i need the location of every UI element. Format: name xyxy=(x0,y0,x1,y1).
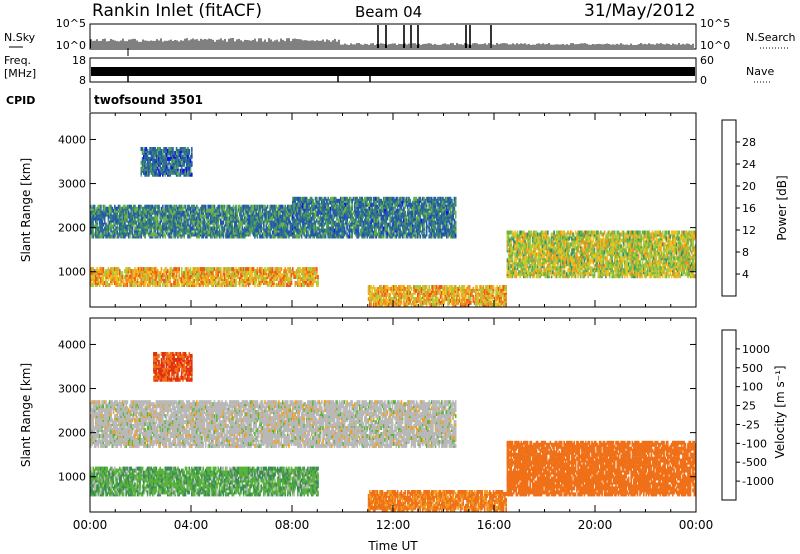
echo-cell xyxy=(178,267,180,271)
nsearch-label: N.Search xyxy=(746,31,796,44)
echo-cell xyxy=(93,221,95,225)
echo-cell xyxy=(283,283,285,287)
date-label: 31/May/2012 xyxy=(584,1,696,21)
echo-cell xyxy=(235,279,237,283)
freq-label: Freq. xyxy=(4,54,31,67)
echo-cell xyxy=(132,227,134,231)
nsky-tick-top: 10^5 xyxy=(56,17,86,30)
nsearch-tick-top: 10^5 xyxy=(700,17,730,30)
freq-tick-bottom: 8 xyxy=(79,74,86,87)
power-echoes xyxy=(90,147,696,307)
echo-cell xyxy=(104,219,106,223)
echo-cell xyxy=(162,205,164,209)
echo-cell xyxy=(167,283,169,287)
echo-cell xyxy=(291,281,293,285)
rti-figure: Rankin Inlet (fitACF) Beam 04 31/May/201… xyxy=(0,0,800,554)
echo-cell xyxy=(177,279,179,283)
echo-cell xyxy=(144,235,146,239)
nsky-label: N.Sky xyxy=(4,31,36,44)
echo-cell xyxy=(122,271,124,275)
station-title: Rankin Inlet (fitACF) xyxy=(92,1,262,21)
nave-trace xyxy=(91,67,695,76)
echo-cell xyxy=(291,277,293,281)
beam-label: Beam 04 xyxy=(355,3,422,21)
echo-cell xyxy=(157,217,159,221)
freq-unit-label: [MHz] xyxy=(4,67,36,80)
nsearch-tick-bottom: 10^0 xyxy=(700,39,730,52)
nave-tick-bottom: 0 xyxy=(700,74,707,87)
echo-cell xyxy=(287,273,289,277)
echo-cell xyxy=(190,267,192,271)
echo-cell xyxy=(185,205,187,209)
echo-cell xyxy=(281,267,283,271)
echo-cell xyxy=(100,205,102,209)
echo-cell xyxy=(93,229,95,233)
echo-cell xyxy=(94,205,96,209)
freq-trace xyxy=(128,48,370,82)
nave-tick-top: 60 xyxy=(700,54,714,67)
echo-cell xyxy=(220,267,222,271)
echo-cell xyxy=(292,267,294,271)
echo-cell xyxy=(161,267,163,271)
cpid-label: CPID xyxy=(6,94,35,107)
echo-cell xyxy=(317,275,319,279)
echo-cell xyxy=(272,267,274,271)
echo-cell xyxy=(181,267,183,271)
echo-cell xyxy=(316,267,318,271)
nsky-trace xyxy=(91,25,693,48)
nsky-tick-bottom: 10^0 xyxy=(56,39,86,52)
echo-cell xyxy=(103,267,105,271)
echo-cell xyxy=(127,283,129,287)
cpid-value: twofsound 3501 xyxy=(94,93,203,107)
freq-tick-top: 18 xyxy=(72,54,86,67)
echo-cell xyxy=(165,235,167,239)
nave-label: Nave xyxy=(746,65,774,78)
echo-cell xyxy=(317,281,319,285)
echo-cell xyxy=(158,205,160,209)
echo-cell xyxy=(178,283,180,287)
echo-cell xyxy=(103,277,105,281)
